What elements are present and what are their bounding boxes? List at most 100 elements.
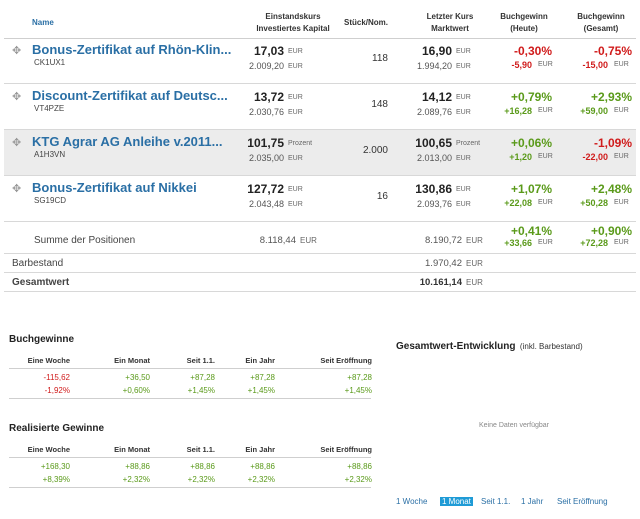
range-button-1-year[interactable]: 1 Jahr [521, 497, 544, 506]
gain-today-abs: -5,90 [511, 60, 532, 70]
gain-total-pct: +2,93% [590, 90, 632, 104]
cost-price: 127,72 [247, 182, 284, 196]
gain-today-pct: +0,79% [510, 90, 552, 104]
grand-total-label: Gesamtwert [12, 277, 70, 288]
summary-invested: 8.118,44 [259, 235, 296, 246]
realisiert-pct-value: +2,32% [247, 475, 275, 484]
cash-label: Barbestand [12, 258, 64, 269]
gain-total-abs: +50,28 [580, 198, 608, 208]
position-name[interactable]: Discount-Zertifikat auf Deutsc... [32, 88, 228, 103]
range-button-ytd[interactable]: Seit 1.1. [481, 497, 511, 506]
quantity: 148 [371, 99, 388, 110]
gain-total-abs: -22,00 [582, 152, 608, 162]
buchgewinne-abs-value: +87,28 [347, 373, 372, 382]
drag-handle-icon[interactable]: ✥ [12, 45, 22, 57]
position-row[interactable]: ✥ Bonus-Zertifikat auf Rhön-Klin... CK1UX1… [4, 38, 636, 84]
realisiert-col-header: Ein Monat [114, 445, 150, 454]
buchgewinne-pct-value: +1,45% [187, 386, 215, 395]
position-name[interactable]: KTG Agrar AG Anleihe v.2011... [32, 134, 223, 149]
realisiert-pct-value: +2,32% [122, 475, 150, 484]
col-header-name[interactable]: Name [32, 18, 54, 27]
buchgewinne-pct-value: -1,92% [44, 386, 70, 395]
gain-today-abs: +16,28 [504, 106, 532, 116]
realisiert-col-header: Eine Woche [27, 445, 70, 454]
buchgewinne-col-header: Ein Monat [114, 356, 150, 365]
realisiert-col-header: Ein Jahr [245, 445, 275, 454]
summary-market: 8.190,72 [425, 235, 462, 246]
range-button-1-month[interactable]: 1 Monat [440, 497, 473, 506]
market-value: 2.093,76 [416, 199, 452, 209]
position-name[interactable]: Bonus-Zertifikat auf Rhön-Klin... [32, 42, 232, 57]
drag-handle-icon[interactable]: ✥ [12, 137, 22, 149]
invested-capital: 2.030,76 [248, 107, 284, 117]
chart-empty-message: Keine Daten verfügbar [478, 422, 550, 429]
grand-total-value: 10.161,14 [419, 277, 462, 288]
market-value: 1.994,20 [416, 61, 452, 71]
cost-price: 101,75 [247, 136, 284, 150]
col-header-gain-total[interactable]: Buchgewinn (Gesamt) [577, 12, 625, 33]
last-price: 14,12 [421, 90, 452, 104]
buchgewinne-col-header: Seit Eröffnung [320, 356, 372, 365]
gain-total-pct: -1,09% [593, 136, 632, 150]
realisiert-pct-value: +8,39% [42, 475, 70, 484]
gain-today-pct: +0,06% [510, 136, 552, 150]
gain-today-pct: +1,07% [510, 182, 552, 196]
buchgewinne-pct-value: +1,45% [344, 386, 372, 395]
realisiert-abs-value: +88,86 [190, 462, 215, 471]
quantity: 16 [376, 191, 388, 202]
range-button-1-week[interactable]: 1 Woche [396, 497, 428, 506]
position-id: VT4PZE [34, 104, 65, 113]
chart-canvas: Keine Daten verfügbar [396, 350, 632, 490]
last-price: 16,90 [421, 44, 452, 58]
realisiert-pct-value: +2,32% [187, 475, 215, 484]
buchgewinne-abs-value: +87,28 [250, 373, 275, 382]
range-button-since-open[interactable]: Seit Eröffnung [557, 497, 608, 506]
last-price: 130,86 [415, 182, 452, 196]
realisiert-abs-value: +88,86 [347, 462, 372, 471]
drag-handle-icon[interactable]: ✥ [12, 91, 22, 103]
summary-total-pct: +0,90% [590, 224, 632, 238]
gain-total-abs: -15,00 [582, 60, 608, 70]
invested-capital: 2.043,48 [248, 199, 284, 209]
drag-handle-icon[interactable]: ✥ [12, 183, 22, 195]
position-id: A1H3VN [34, 150, 66, 159]
summary-total-abs: +72,28 [580, 238, 608, 248]
position-row[interactable]: ✥ KTG Agrar AG Anleihe v.2011... A1H3VN 101… [4, 130, 636, 176]
cost-price: 17,03 [253, 44, 284, 58]
gain-total-pct: +2,48% [590, 182, 632, 196]
col-header-cost[interactable]: Einstandskurs Investiertes Kapital [256, 12, 330, 33]
col-header-gain-today[interactable]: Buchgewinn (Heute) [500, 12, 548, 33]
position-name[interactable]: Bonus-Zertifikat auf Nikkei [32, 180, 197, 195]
realisiert-abs-value: +88,86 [250, 462, 275, 471]
realisiert-title: Realisierte Gewinne [9, 423, 105, 434]
invested-capital: 2.009,20 [248, 61, 284, 71]
buchgewinne-abs-value: +36,50 [125, 373, 150, 382]
buchgewinne-col-header: Eine Woche [27, 356, 70, 365]
gain-today-abs: +22,08 [504, 198, 532, 208]
cash-value: 1.970,42 [425, 258, 462, 269]
cash-row: Barbestand 1.970,42 EUR [4, 255, 636, 273]
col-header-last[interactable]: Letzter Kurs Marktwert [426, 12, 474, 33]
buchgewinne-pct-value: +0,60% [122, 386, 150, 395]
position-row[interactable]: ✥ Discount-Zertifikat auf Deutsc... VT4PZE… [4, 84, 636, 130]
cost-price: 13,72 [253, 90, 284, 104]
grand-total-row: Gesamtwert 10.161,14 EUR [4, 274, 636, 292]
realisiert-col-header: Seit 1.1. [186, 445, 215, 454]
last-price: 100,65 [415, 136, 452, 150]
realisiert-abs-value: +88,86 [125, 462, 150, 471]
buchgewinne-abs-value: +87,28 [190, 373, 215, 382]
summary-row: Summe der Positionen 8.118,44 EUR 8.190,… [4, 224, 636, 254]
position-id: SG19CD [34, 196, 67, 205]
position-row[interactable]: ✥ Bonus-Zertifikat auf Nikkei SG19CD 127,72… [4, 176, 636, 222]
buchgewinne-title: Buchgewinne [9, 334, 75, 345]
realisiert-abs-value: +168,30 [40, 462, 70, 471]
quantity: 2.000 [362, 145, 388, 156]
chart-title: Gesamtwert-Entwicklung (inkl. Barbestand… [396, 341, 583, 352]
gain-today-abs: +1,20 [509, 152, 532, 162]
position-id: CK1UX1 [34, 58, 66, 67]
col-header-qty[interactable]: Stück/Nom. [343, 18, 388, 27]
invested-capital: 2.035,00 [248, 153, 284, 163]
buchgewinne-col-header: Seit 1.1. [186, 356, 215, 365]
summary-label: Summe der Positionen [34, 235, 136, 246]
buchgewinne-pct-value: +1,45% [247, 386, 275, 395]
